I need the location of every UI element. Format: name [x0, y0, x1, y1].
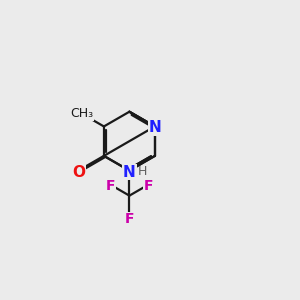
Text: N: N — [148, 120, 161, 135]
Text: F: F — [144, 179, 153, 193]
Text: H: H — [138, 165, 147, 178]
Text: N: N — [123, 165, 136, 180]
Text: F: F — [124, 212, 134, 226]
Text: O: O — [72, 165, 85, 180]
Text: CH₃: CH₃ — [71, 107, 94, 120]
Text: F: F — [106, 179, 115, 193]
